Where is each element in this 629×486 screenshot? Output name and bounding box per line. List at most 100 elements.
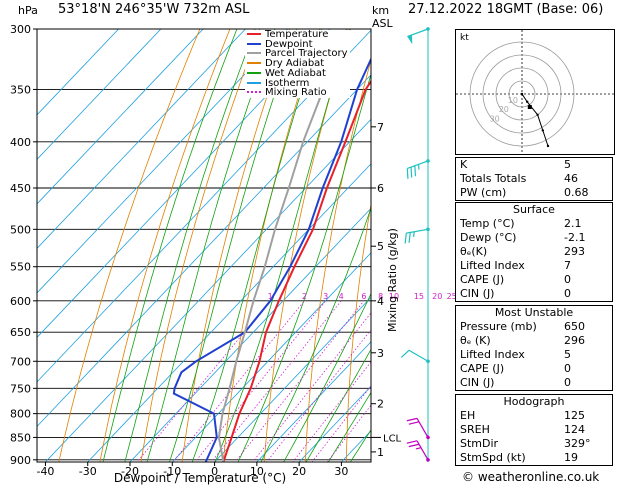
wind-barb-full [404, 233, 407, 244]
isotherm-line [44, 118, 371, 462]
mixing-ratio-tick-label: 1 [268, 292, 273, 301]
table-row: SREH 124 [456, 423, 613, 437]
wind-barb-half [415, 447, 422, 450]
wet-adiabat-line [124, 29, 256, 462]
pressure-tick-label: 800 [10, 408, 31, 421]
wet-adiabat-line [349, 429, 371, 462]
row-value: 0 [564, 362, 571, 375]
legend-swatch [247, 81, 261, 84]
isotherm-line [37, 29, 204, 205]
row-value: 5 [564, 348, 571, 361]
legend-label: Parcel Trajectory [265, 48, 348, 60]
height-tick-label: 4 [377, 295, 384, 308]
table-row: CAPE (J) 0 [456, 362, 613, 376]
wind-barb-full [410, 167, 413, 178]
location-header: 53°18'N 246°35'W 732m ASL [58, 2, 250, 17]
height-tick-label: 5 [377, 240, 384, 253]
table-row: CIN (J) 0 [456, 376, 613, 391]
wind-barb-staff [408, 349, 429, 362]
wet-adiabat-line [237, 72, 371, 462]
row-value: 650 [564, 320, 585, 333]
isotherm-line [129, 207, 371, 462]
wet-adiabat-line [283, 292, 371, 462]
temperature-tick-label: 0 [211, 465, 218, 478]
hodograph-storm-motion [527, 105, 532, 109]
legend-label: Temperature [265, 29, 329, 40]
hodograph-point [546, 144, 550, 148]
mixing-ratio-line [136, 300, 271, 462]
row-label: θₑ (K) [460, 334, 491, 347]
wind-barb-staff [407, 160, 429, 170]
wind-barb-full [406, 417, 418, 422]
row-value: 0 [564, 376, 571, 389]
wind-barb-staff [416, 418, 429, 438]
table-row: Lifted Index 5 [456, 348, 613, 362]
wet-adiabat-line [146, 29, 276, 462]
hodograph-panel: 10 20 30 kt [455, 29, 615, 155]
row-value: 2.1 [564, 217, 582, 230]
table-title: Hodograph [503, 395, 565, 408]
pressure-tick-label: 400 [10, 136, 31, 149]
pressure-tick-label: 900 [10, 454, 31, 467]
row-label: CAPE (J) [460, 362, 505, 375]
wind-barb-dot [426, 227, 430, 232]
hodograph-ring-label: 10 [508, 96, 518, 105]
dry-adiabat-line [346, 202, 371, 462]
legend-swatch [247, 52, 261, 55]
datetime-header: 27.12.2022 18GMT (Base: 06) [408, 2, 604, 17]
row-label: CIN (J) [460, 376, 495, 389]
hodograph-params-table: Hodograph EH 125 SREH 124 StmDir 329° StmSpd (k… [455, 394, 613, 466]
pw-value: 0.68 [564, 186, 589, 199]
lcl-label: LCL [383, 433, 402, 444]
table-row: CIN (J) 0 [456, 287, 613, 302]
hodograph-point [526, 100, 529, 104]
row-value: -2.1 [564, 231, 586, 244]
wet-adiabat-line [191, 29, 322, 462]
wind-barb-dot [426, 27, 430, 31]
table-row: Pressure (mb) 650 [456, 320, 613, 334]
k-value: 5 [564, 158, 571, 171]
series-parcel-trajectory [217, 29, 348, 462]
mixing-ratio-tick-label: 8 [378, 292, 383, 301]
pressure-tick-label: 650 [10, 326, 31, 339]
wet-adiabat-line [327, 391, 371, 462]
legend-label: Mixing Ratio [265, 87, 327, 99]
mixing-ratio-line [194, 300, 326, 462]
row-label: EH [460, 409, 476, 422]
legend-label: Isotherm [265, 77, 310, 89]
most-unstable-table: Most Unstable Pressure (mb) 650 θₑ (K) 296 Li… [455, 305, 613, 391]
legend-item: Mixing Ratio [247, 88, 348, 98]
wind-barb-full [414, 165, 417, 177]
wind-barb-staff [416, 440, 429, 461]
mixing-ratio-tick-label: 3 [323, 292, 328, 301]
wind-barb-dot [426, 458, 430, 462]
wet-adiabat-line [260, 206, 371, 462]
table-row: StmDir 329° [456, 437, 613, 451]
mixing-ratio-axis-label: Mixing Ratio (g/kg) [386, 228, 399, 332]
mixing-ratio-tick-label: 15 [414, 292, 424, 301]
row-label: Lifted Index [460, 348, 525, 361]
row-value: 329° [564, 437, 591, 450]
row-label: SREH [460, 423, 490, 436]
row-label: θₑ(K) [460, 245, 488, 258]
row-label: Pressure (mb) [460, 320, 537, 333]
wind-barb-dot [426, 435, 430, 440]
row-label: CIN (J) [460, 287, 495, 300]
wind-barb-dot [426, 159, 430, 163]
legend-swatch [247, 91, 261, 94]
wind-barb [406, 159, 430, 179]
row-label: Dewp (°C) [460, 231, 517, 244]
dry-adiabat-line [222, 29, 321, 462]
pressure-tick-label: 600 [10, 295, 31, 308]
legend-item: Isotherm [247, 77, 348, 89]
table-row: θₑ (K) 296 [456, 334, 613, 348]
height-tick-label: 3 [377, 347, 384, 360]
isotherm-line [37, 29, 162, 160]
mixing-ratio-tick-label: 10 [389, 292, 399, 301]
hodograph-point [520, 92, 524, 96]
wind-barb [407, 27, 430, 45]
legend-swatch [247, 42, 261, 45]
wind-barb-dot [426, 359, 430, 364]
table-row: EH 125 [456, 409, 613, 423]
